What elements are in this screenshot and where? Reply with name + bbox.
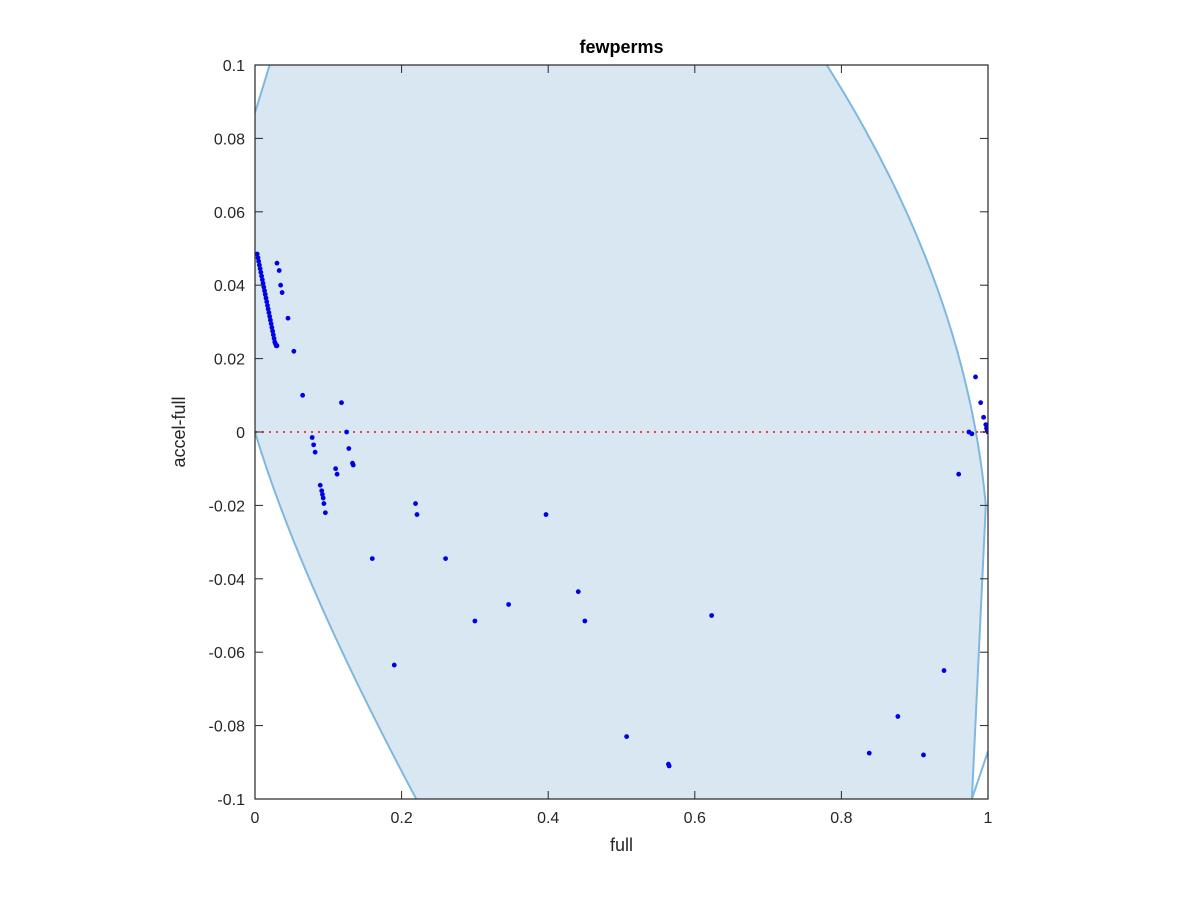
- data-point: [709, 613, 715, 618]
- data-point: [981, 414, 987, 420]
- data-point: [271, 336, 277, 341]
- data-point: [320, 491, 325, 497]
- data-point: [268, 321, 274, 327]
- data-point: [322, 510, 328, 516]
- data-point: [278, 282, 284, 288]
- data-point: [320, 495, 326, 501]
- data-point: [895, 714, 901, 719]
- data-point: [575, 589, 581, 595]
- data-point: [978, 400, 984, 406]
- x-tick-label: 1: [984, 810, 993, 827]
- data-point: [506, 602, 512, 607]
- x-axis-label: full: [610, 835, 633, 855]
- data-point: [276, 268, 282, 273]
- x-tick-label: 0.6: [684, 810, 706, 827]
- data-point: [319, 488, 325, 494]
- y-tick-label: -0.02: [209, 498, 246, 515]
- region-left-edge: [255, 431, 418, 799]
- y-tick-label: 0.02: [214, 352, 245, 369]
- data-point: [285, 315, 291, 321]
- y-axis-ticks: -0.1 -0.08 -0.06 -0.04 -0.02 0 0.02 0.04 0.06 0.0…: [209, 58, 988, 809]
- data-point: [921, 752, 926, 758]
- x-axis-ticks: 0 0.2 0.4 0.6 0.8 1: [251, 65, 993, 827]
- region-top-left-edge: [255, 65, 271, 114]
- chart-title: fewperms: [579, 37, 663, 57]
- data-point: [472, 618, 478, 624]
- y-tick-label: 0.1: [223, 58, 245, 75]
- data-point: [311, 442, 317, 448]
- data-point: [274, 343, 280, 349]
- data-point: [257, 266, 263, 272]
- data-point: [300, 392, 306, 398]
- data-point: [274, 260, 280, 266]
- x-tick-label: 0.8: [830, 810, 852, 827]
- y-tick-label: 0.08: [214, 131, 245, 148]
- data-point: [263, 295, 269, 301]
- data-point: [984, 425, 988, 431]
- data-point: [969, 431, 975, 437]
- region-right-edge: [825, 65, 987, 799]
- data-point: [312, 449, 318, 455]
- y-tick-label: -0.08: [209, 719, 246, 736]
- data-point: [346, 446, 352, 451]
- data-point: [391, 662, 397, 668]
- x-tick-label: 0.4: [537, 810, 559, 827]
- data-point: [369, 556, 375, 562]
- data-point: [256, 258, 262, 264]
- data-point: [270, 332, 276, 338]
- data-point: [413, 501, 418, 506]
- data-point: [255, 255, 261, 261]
- data-point: [265, 306, 271, 312]
- data-point: [259, 277, 265, 283]
- y-tick-label: -0.06: [209, 645, 246, 662]
- data-point: [350, 462, 356, 468]
- data-point: [941, 668, 947, 673]
- data-point: [266, 310, 272, 316]
- data-points: [255, 251, 988, 769]
- data-point: [956, 471, 962, 477]
- data-point: [333, 466, 339, 472]
- data-point: [543, 512, 549, 517]
- data-point: [265, 302, 270, 308]
- y-tick-label: -0.1: [217, 792, 245, 809]
- y-tick-label: -0.04: [209, 572, 246, 589]
- data-point: [309, 435, 315, 440]
- x-tick-label: 0: [251, 810, 260, 827]
- x-tick-label: 0.2: [390, 810, 412, 827]
- data-point: [973, 374, 978, 380]
- data-point: [279, 290, 285, 295]
- data-point: [270, 328, 275, 334]
- data-point: [414, 512, 420, 517]
- data-point: [259, 273, 264, 279]
- data-point: [321, 501, 327, 506]
- data-point: [866, 750, 872, 756]
- data-point: [269, 325, 275, 330]
- data-point: [260, 280, 266, 286]
- data-point: [983, 422, 988, 428]
- data-point: [267, 313, 273, 319]
- data-point: [624, 734, 630, 740]
- y-axis-label: accel-full: [169, 396, 189, 467]
- data-point: [261, 284, 267, 290]
- data-point: [255, 251, 260, 257]
- data-point: [291, 348, 297, 354]
- data-point: [256, 262, 262, 268]
- region-bottom-right-edge: [970, 750, 988, 799]
- data-point: [582, 618, 588, 624]
- data-point: [666, 763, 672, 769]
- data-point: [334, 471, 340, 477]
- data-point: [443, 556, 448, 562]
- data-point: [339, 400, 344, 406]
- y-tick-label: 0.06: [214, 205, 245, 222]
- data-point: [344, 429, 350, 435]
- data-point: [317, 482, 323, 488]
- y-tick-label: 0.04: [214, 278, 245, 295]
- data-point: [264, 299, 270, 305]
- data-point: [267, 317, 273, 323]
- data-point: [262, 291, 268, 297]
- data-point: [262, 288, 267, 294]
- data-point: [258, 269, 264, 275]
- y-tick-label: 0: [236, 425, 245, 442]
